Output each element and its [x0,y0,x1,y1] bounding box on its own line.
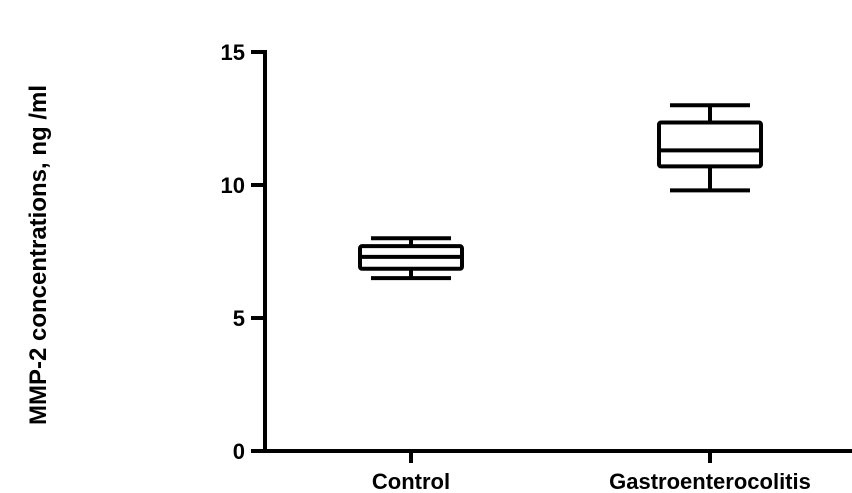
y-axis: 0 5 10 15 [221,40,267,464]
y-tick-label-10: 10 [221,173,245,198]
x-tick-label-0: Control [372,469,450,493]
y-axis-title: MMP-2 concentrations, ng /ml [25,85,52,425]
y-tick-label-15: 15 [221,40,245,65]
y-tick-label-5: 5 [233,306,245,331]
box-0 [358,236,464,281]
x-axis: Control Gastroenterocolitis [263,449,852,493]
plot-area [358,103,763,281]
x-tick-label-1: Gastroenterocolitis [609,469,811,493]
iqr-box [657,120,763,169]
y-tick-label-0: 0 [233,439,245,464]
box-1 [657,103,763,193]
